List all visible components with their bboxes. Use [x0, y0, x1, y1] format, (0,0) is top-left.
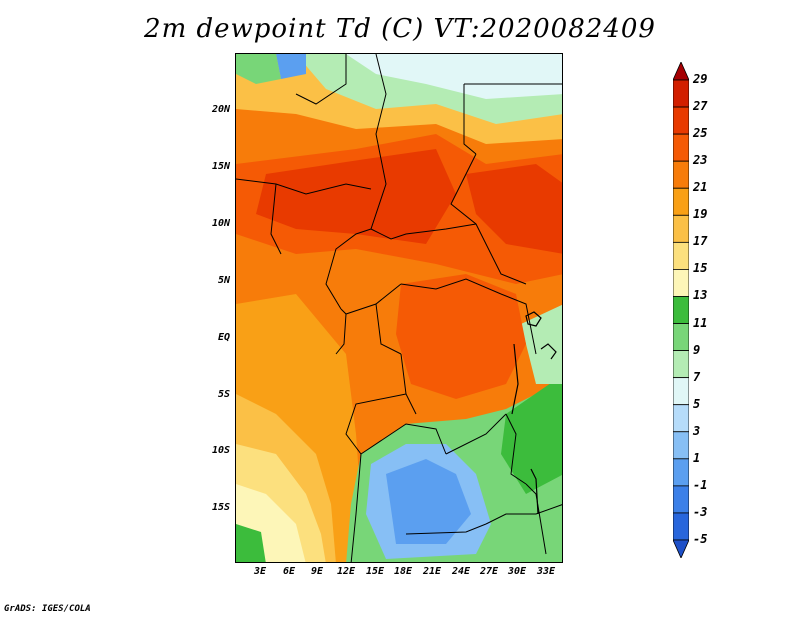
colorbar-swatch [672, 133, 690, 162]
lon-tick-6e: 6E [283, 566, 296, 577]
lat-tick-eq: EQ [217, 332, 230, 343]
credit-footer: GrADS: IGES/COLA [4, 604, 91, 614]
lon-tick-30e: 30E [508, 566, 527, 577]
colorbar-label: -3 [693, 504, 708, 519]
colorbar-swatch-top [672, 61, 690, 81]
colorbar [672, 61, 690, 562]
longitude-axis: 3E 6E 9E 12E 15E 18E 21E 24E 27E 30E 33E [235, 566, 563, 582]
lon-tick-12e: 12E [337, 566, 356, 577]
lon-tick-21e: 21E [423, 566, 442, 577]
field-1-south [386, 459, 471, 544]
colorbar-label: 5 [693, 396, 701, 411]
colorbar-swatches [672, 61, 690, 559]
colorbar-swatch [672, 296, 690, 324]
colorbar-label: 23 [693, 153, 708, 168]
colorbar-label: 29 [693, 72, 708, 86]
colorbar-label: 25 [693, 126, 708, 141]
dewpoint-map [235, 53, 563, 563]
lat-tick-5s: 5S [217, 389, 230, 400]
colorbar-swatch [672, 431, 690, 460]
lakes [511, 311, 557, 515]
country-borders [236, 54, 562, 562]
lon-tick-24e: 24E [452, 566, 471, 577]
lat-tick-10s: 10S [211, 445, 230, 456]
colorbar-swatch [672, 241, 690, 270]
colorbar-swatch [672, 404, 690, 433]
colorbar-swatch [672, 269, 690, 297]
lon-tick-33e: 33E [537, 566, 556, 577]
colorbar-label: 15 [693, 261, 708, 276]
lon-tick-27e: 27E [480, 566, 499, 577]
lat-tick-5n: 5N [217, 275, 230, 286]
colorbar-label: 3 [693, 423, 701, 438]
lat-tick-15n: 15N [211, 161, 230, 172]
colorbar-label: 1 [693, 450, 701, 465]
lon-tick-15e: 15E [366, 566, 385, 577]
green-patch-sw [236, 524, 266, 562]
colorbar-label: 9 [693, 342, 701, 357]
latitude-axis: 20N 15N 10N 5N EQ 5S 10S 15S [190, 53, 230, 563]
colorbar-swatch [672, 512, 690, 541]
colorbar-swatch [672, 214, 690, 243]
lon-tick-3e: 3E [254, 566, 267, 577]
colorbar-label: -1 [693, 477, 708, 492]
colorbar-label: -5 [693, 532, 708, 546]
colorbar-label: 7 [693, 369, 701, 384]
map-canvas [236, 54, 562, 562]
colorbar-swatch [672, 377, 690, 406]
colorbar-swatch [672, 79, 690, 108]
colorbar-label: 19 [693, 207, 708, 222]
colorbar-label: 13 [693, 288, 708, 303]
field-25-north [256, 149, 456, 244]
colorbar-swatch [672, 106, 690, 135]
colorbar-label: 11 [693, 315, 708, 330]
lat-tick-10n: 10N [211, 218, 230, 229]
colorbar-label: 27 [693, 99, 708, 114]
field-1-northwest [276, 54, 306, 79]
colorbar-label: 17 [693, 234, 708, 249]
field-25-east [466, 164, 562, 254]
chart-title: 2m dewpoint Td (C) VT:2020082409 [144, 14, 656, 44]
lat-tick-20n: 20N [211, 104, 230, 115]
lon-tick-9e: 9E [311, 566, 324, 577]
field-5-north [346, 54, 562, 99]
colorbar-label: 21 [693, 180, 708, 195]
colorbar-swatch [672, 187, 690, 216]
field-11-east [501, 375, 562, 494]
colorbar-swatch [672, 350, 690, 379]
colorbar-swatch [672, 485, 690, 514]
field-9-northwest [236, 54, 281, 84]
colorbar-swatch [672, 458, 690, 487]
colorbar-swatch [672, 160, 690, 189]
lon-tick-18e: 18E [394, 566, 413, 577]
colorbar-swatch-bottom [672, 539, 690, 559]
field-23-central [396, 274, 526, 399]
colorbar-swatch [672, 323, 690, 351]
lat-tick-15s: 15S [211, 502, 230, 513]
